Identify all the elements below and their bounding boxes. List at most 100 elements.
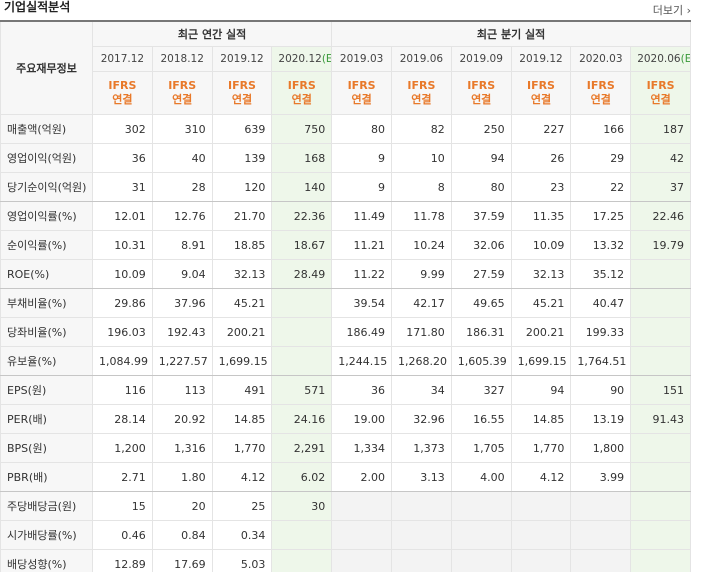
- cell: 11.22: [331, 259, 392, 289]
- cell: 8: [391, 172, 452, 202]
- cell: 9.99: [391, 259, 452, 289]
- cell: 4.12: [510, 462, 572, 492]
- cell: [331, 549, 392, 572]
- cell: [570, 491, 632, 521]
- cell: 116: [92, 375, 153, 405]
- cell: 3.99: [570, 462, 632, 492]
- cell: 31: [92, 172, 153, 202]
- header-label: 주요재무정보: [0, 20, 93, 115]
- data-row: 배당성향(%) 12.89 17.69 5.03: [0, 549, 691, 572]
- cell: 22: [570, 172, 632, 202]
- cell: 17.69: [151, 549, 213, 572]
- cell: 1,334: [331, 433, 392, 463]
- basis-row: IFRS 연결 IFRS 연결 IFRS 연결 IFRS 연결 IFRS 연결 IFRS 연결 IFRS…: [1, 71, 691, 115]
- basis-scope: 연결: [291, 93, 312, 106]
- cell: 327: [450, 375, 512, 405]
- cell: 28.49: [271, 259, 333, 289]
- basis-scope: 연결: [590, 93, 611, 106]
- row-label: EPS(원): [0, 375, 93, 405]
- cell: 16.55: [450, 404, 512, 434]
- cell: [630, 288, 691, 318]
- cell: 0.46: [92, 520, 153, 550]
- data-row: PER(배) 28.14 20.92 14.85 24.16 19.00 32.96 16.5…: [0, 404, 691, 434]
- cell: [630, 549, 691, 572]
- basis-scope: 연결: [351, 93, 372, 106]
- cell: 4.12: [211, 462, 273, 492]
- cell: 94: [510, 375, 572, 405]
- cell: [510, 491, 572, 521]
- header-row: 주요재무정보 최근 연간 실적 최근 분기 실적: [0, 20, 691, 115]
- date: 2020.03: [579, 53, 623, 65]
- data-row: 영업이익(억원) 36 40 139 168 9 10 94 26 29 42: [0, 143, 691, 173]
- cell: 2.00: [331, 462, 392, 492]
- cell: 18.85: [211, 230, 273, 260]
- cell: [630, 317, 691, 347]
- cell: 32.06: [450, 230, 512, 260]
- date: 2019.12: [519, 53, 563, 65]
- cell: 199.33: [570, 317, 632, 347]
- cell: 1.80: [151, 462, 213, 492]
- column-date: 2017.12: [92, 46, 153, 72]
- basis-standard: IFRS: [407, 79, 436, 92]
- cell: 30: [271, 491, 333, 521]
- date: 2020.12: [278, 53, 322, 65]
- basis-standard: IFRS: [287, 79, 316, 92]
- cell: 310: [151, 114, 213, 144]
- row-label: 당기순이익(억원): [0, 172, 93, 202]
- column-basis: IFRS 연결: [450, 71, 512, 115]
- column-date: 2020.03: [570, 46, 632, 72]
- cell: 28: [151, 172, 213, 202]
- cell: 24.16: [271, 404, 333, 434]
- cell: 37.59: [450, 201, 512, 231]
- column-basis: IFRS 연결: [630, 71, 691, 115]
- cell: 151: [630, 375, 691, 405]
- group-header: 최근 분기 실적: [331, 20, 691, 47]
- basis-scope: 연결: [172, 93, 193, 106]
- date: 2019.06: [399, 53, 444, 65]
- cell: 14.85: [510, 404, 572, 434]
- cell: 17.25: [570, 201, 632, 231]
- cell: 40.47: [570, 288, 632, 318]
- section-title: 기업실적분석: [4, 0, 71, 14]
- data-row: 매출액(억원) 302 310 639 750 80 82 250 227 166 187: [0, 114, 691, 144]
- cell: 2,291: [271, 433, 333, 463]
- cell: [271, 549, 333, 572]
- cell: 13.32: [570, 230, 632, 260]
- cell: 4.00: [450, 462, 512, 492]
- cell: 10.24: [391, 230, 452, 260]
- cell: 36: [331, 375, 392, 405]
- more-link[interactable]: 더보기 ›: [652, 4, 691, 17]
- cell: 196.03: [92, 317, 153, 347]
- cell: [510, 520, 572, 550]
- row-label: PER(배): [0, 404, 93, 434]
- cell: [271, 317, 333, 347]
- cell: 28.14: [92, 404, 153, 434]
- cell: 1,764.51: [570, 346, 632, 376]
- cell: [570, 549, 632, 572]
- basis-standard: IFRS: [646, 79, 675, 92]
- cell: [271, 520, 333, 550]
- row-label: 배당성향(%): [0, 549, 93, 572]
- cell: 1,800: [570, 433, 632, 463]
- cell: [271, 346, 333, 376]
- column-basis: IFRS 연결: [92, 71, 153, 115]
- cell: 23: [510, 172, 572, 202]
- column-basis: IFRS 연결: [570, 71, 632, 115]
- cell: 1,227.57: [151, 346, 213, 376]
- row-label: 매출액(억원): [0, 114, 93, 144]
- cell: 29: [570, 143, 632, 173]
- cell: 32.13: [510, 259, 572, 289]
- cell: [450, 549, 512, 572]
- basis-standard: IFRS: [467, 79, 496, 92]
- data-row: EPS(원) 116 113 491 571 36 34 327 94 90 151: [0, 375, 691, 405]
- cell: 22.36: [271, 201, 333, 231]
- column-date: 2019.03: [331, 46, 392, 72]
- column-basis: IFRS 연결: [151, 71, 213, 115]
- row-label: 부채비율(%): [0, 288, 93, 318]
- basis-standard: IFRS: [108, 79, 137, 92]
- data-row: 부채비율(%) 29.86 37.96 45.21 39.54 42.17 49.65 45.…: [0, 288, 691, 318]
- date: 2020.06: [637, 53, 681, 65]
- data-row: 순이익률(%) 10.31 8.91 18.85 18.67 11.21 10.24 32.0…: [0, 230, 691, 260]
- cell: [450, 491, 512, 521]
